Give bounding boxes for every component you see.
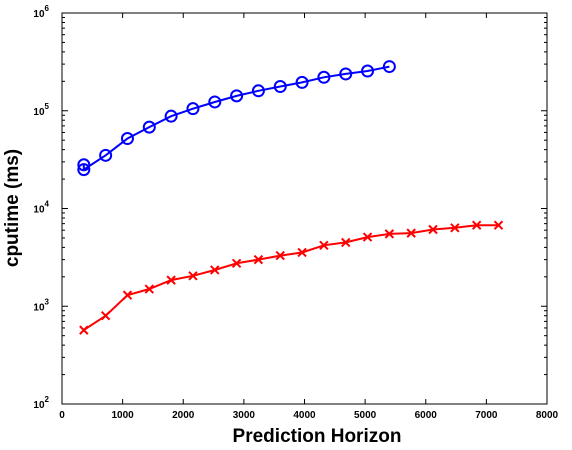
y-tick-exponent: 3 (45, 297, 50, 306)
series-0-point (164, 109, 178, 123)
y-tick-label: 106 (33, 4, 49, 20)
y-tick-label: 102 (33, 395, 49, 411)
series-0-point (99, 148, 113, 162)
y-tick-exponent: 2 (45, 395, 50, 404)
series-0-point (382, 60, 396, 74)
series-0-point (120, 132, 134, 146)
series-1-point (493, 220, 504, 230)
series-0-point (295, 75, 309, 89)
x-tick-label: 1000 (112, 410, 135, 421)
series-1-point (79, 325, 89, 335)
series-0-point (273, 80, 287, 94)
y-tick-base: 10 (33, 107, 45, 118)
y-tick-exponent: 5 (45, 102, 50, 111)
y-tick-base: 10 (33, 400, 45, 411)
series-1-point (471, 220, 482, 230)
series-1-point (231, 258, 242, 269)
x-marker-stroke (341, 237, 351, 248)
x-marker-stroke (166, 275, 176, 285)
series-0-point (339, 67, 353, 81)
x-tick-label: 5000 (354, 410, 377, 421)
series-1-point (100, 311, 111, 321)
series-1-point (362, 232, 373, 242)
y-tick-exponent: 6 (45, 4, 50, 13)
series-0-point (251, 84, 265, 98)
series-1-point (253, 254, 264, 265)
x-marker-stroke (297, 247, 307, 258)
plot-frame (61, 12, 548, 405)
x-marker-stroke (319, 240, 329, 251)
x-marker-stroke (384, 229, 395, 239)
series-1-point (210, 265, 220, 275)
series-0-point (317, 70, 331, 84)
series-1-point (144, 284, 155, 294)
series-1-point (384, 229, 395, 239)
series-line-1 (83, 224, 499, 331)
y-tick-exponent: 4 (45, 200, 50, 209)
y-tick-label: 104 (33, 200, 49, 216)
series-0-point (77, 163, 91, 177)
y-tick-label: 103 (33, 297, 49, 313)
x-marker-stroke (122, 290, 133, 300)
series-1-point (319, 240, 329, 251)
series-1-point (428, 224, 438, 235)
x-axis-label: Prediction Horizon (233, 426, 402, 447)
series-0-point (142, 120, 156, 134)
series-0-point (77, 158, 91, 172)
x-marker-stroke (362, 232, 373, 242)
x-tick-label: 3000 (233, 410, 256, 421)
y-axis-label: cputime (ms) (2, 149, 23, 267)
series-0-point (361, 64, 375, 78)
x-marker-stroke (275, 250, 285, 261)
series-1-point (341, 237, 351, 248)
x-marker-stroke (253, 254, 264, 265)
x-marker-stroke (493, 220, 504, 230)
x-tick-label: 7000 (475, 410, 498, 421)
x-tick-label: 2000 (172, 410, 195, 421)
x-marker-stroke (406, 228, 416, 238)
y-tick-label: 105 (33, 102, 49, 118)
x-marker-stroke (471, 220, 482, 230)
series-line-0 (82, 65, 390, 172)
series-0-point (186, 102, 200, 116)
x-tick-label: 6000 (415, 410, 438, 421)
x-tick-label: 4000 (293, 410, 316, 421)
series-1-point (122, 290, 133, 300)
x-marker-stroke (79, 325, 89, 335)
plot-area: 0 1000 2000 3000 4000 5000 6000 7000 80001021031… (33, 4, 558, 421)
series-0-point (230, 89, 244, 103)
x-marker-stroke (210, 265, 220, 275)
series-1-point (297, 247, 307, 258)
y-tick-base: 10 (33, 205, 45, 216)
y-tick-base: 10 (33, 9, 45, 20)
x-marker-stroke (188, 271, 198, 281)
series-1-point (450, 223, 460, 233)
series-1-point (275, 250, 285, 261)
y-tick-base: 10 (33, 302, 45, 313)
series-1-point (188, 271, 198, 281)
x-marker-stroke (428, 224, 438, 235)
x-marker-stroke (100, 311, 111, 321)
series-0-point (208, 95, 222, 109)
x-tick-label: 8000 (536, 410, 559, 421)
series-1-point (406, 228, 416, 238)
x-marker-stroke (450, 223, 460, 233)
series-1-point (166, 275, 176, 285)
x-tick-label: 0 (59, 410, 65, 421)
x-marker-stroke (231, 258, 242, 269)
x-marker-stroke (144, 284, 155, 294)
